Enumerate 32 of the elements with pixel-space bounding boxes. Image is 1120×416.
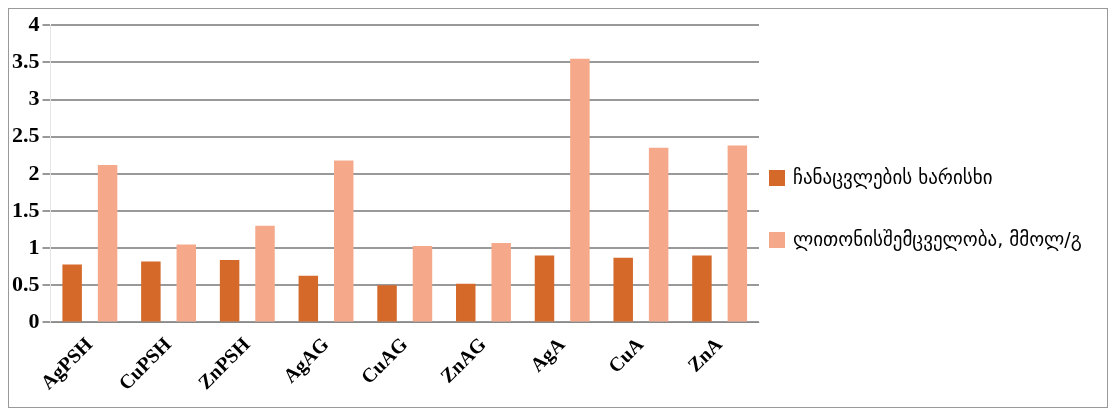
y-tick-label: 3: [28, 85, 40, 111]
bar: [412, 245, 433, 322]
bar: [219, 260, 240, 322]
bar: [648, 147, 669, 322]
x-tick-label: ZnA: [683, 332, 727, 376]
bar: [255, 225, 275, 322]
bar: [491, 242, 511, 322]
x-tick-label: AgA: [525, 332, 570, 377]
bar: [176, 244, 197, 322]
legend-label: ლითონისშემცველობა, მმოლ/გ: [793, 228, 1082, 250]
y-tick-label: 2.5: [12, 122, 40, 148]
bar: [141, 261, 161, 322]
bar: [613, 257, 633, 322]
y-tick-label: 1.5: [12, 196, 40, 222]
bar: [534, 255, 555, 322]
bar: [692, 255, 712, 322]
bar: [377, 285, 397, 322]
bar: [334, 160, 354, 322]
bar: [727, 145, 748, 322]
bar: [62, 264, 82, 322]
y-tick-label: 0.5: [12, 270, 40, 296]
y-tick-label: 1: [28, 233, 40, 259]
y-tick-label: 2: [28, 159, 40, 185]
bar: [456, 283, 476, 322]
y-tick-label: 3.5: [12, 48, 40, 74]
bar: [97, 164, 118, 322]
bar: [570, 58, 590, 322]
bar: [298, 275, 319, 322]
y-tick-label: 4: [28, 10, 40, 36]
legend-label: ჩანაცვლების ხარისხი: [793, 166, 993, 188]
y-tick-label: 0: [28, 308, 40, 334]
x-tick-label: CuA: [603, 332, 648, 377]
